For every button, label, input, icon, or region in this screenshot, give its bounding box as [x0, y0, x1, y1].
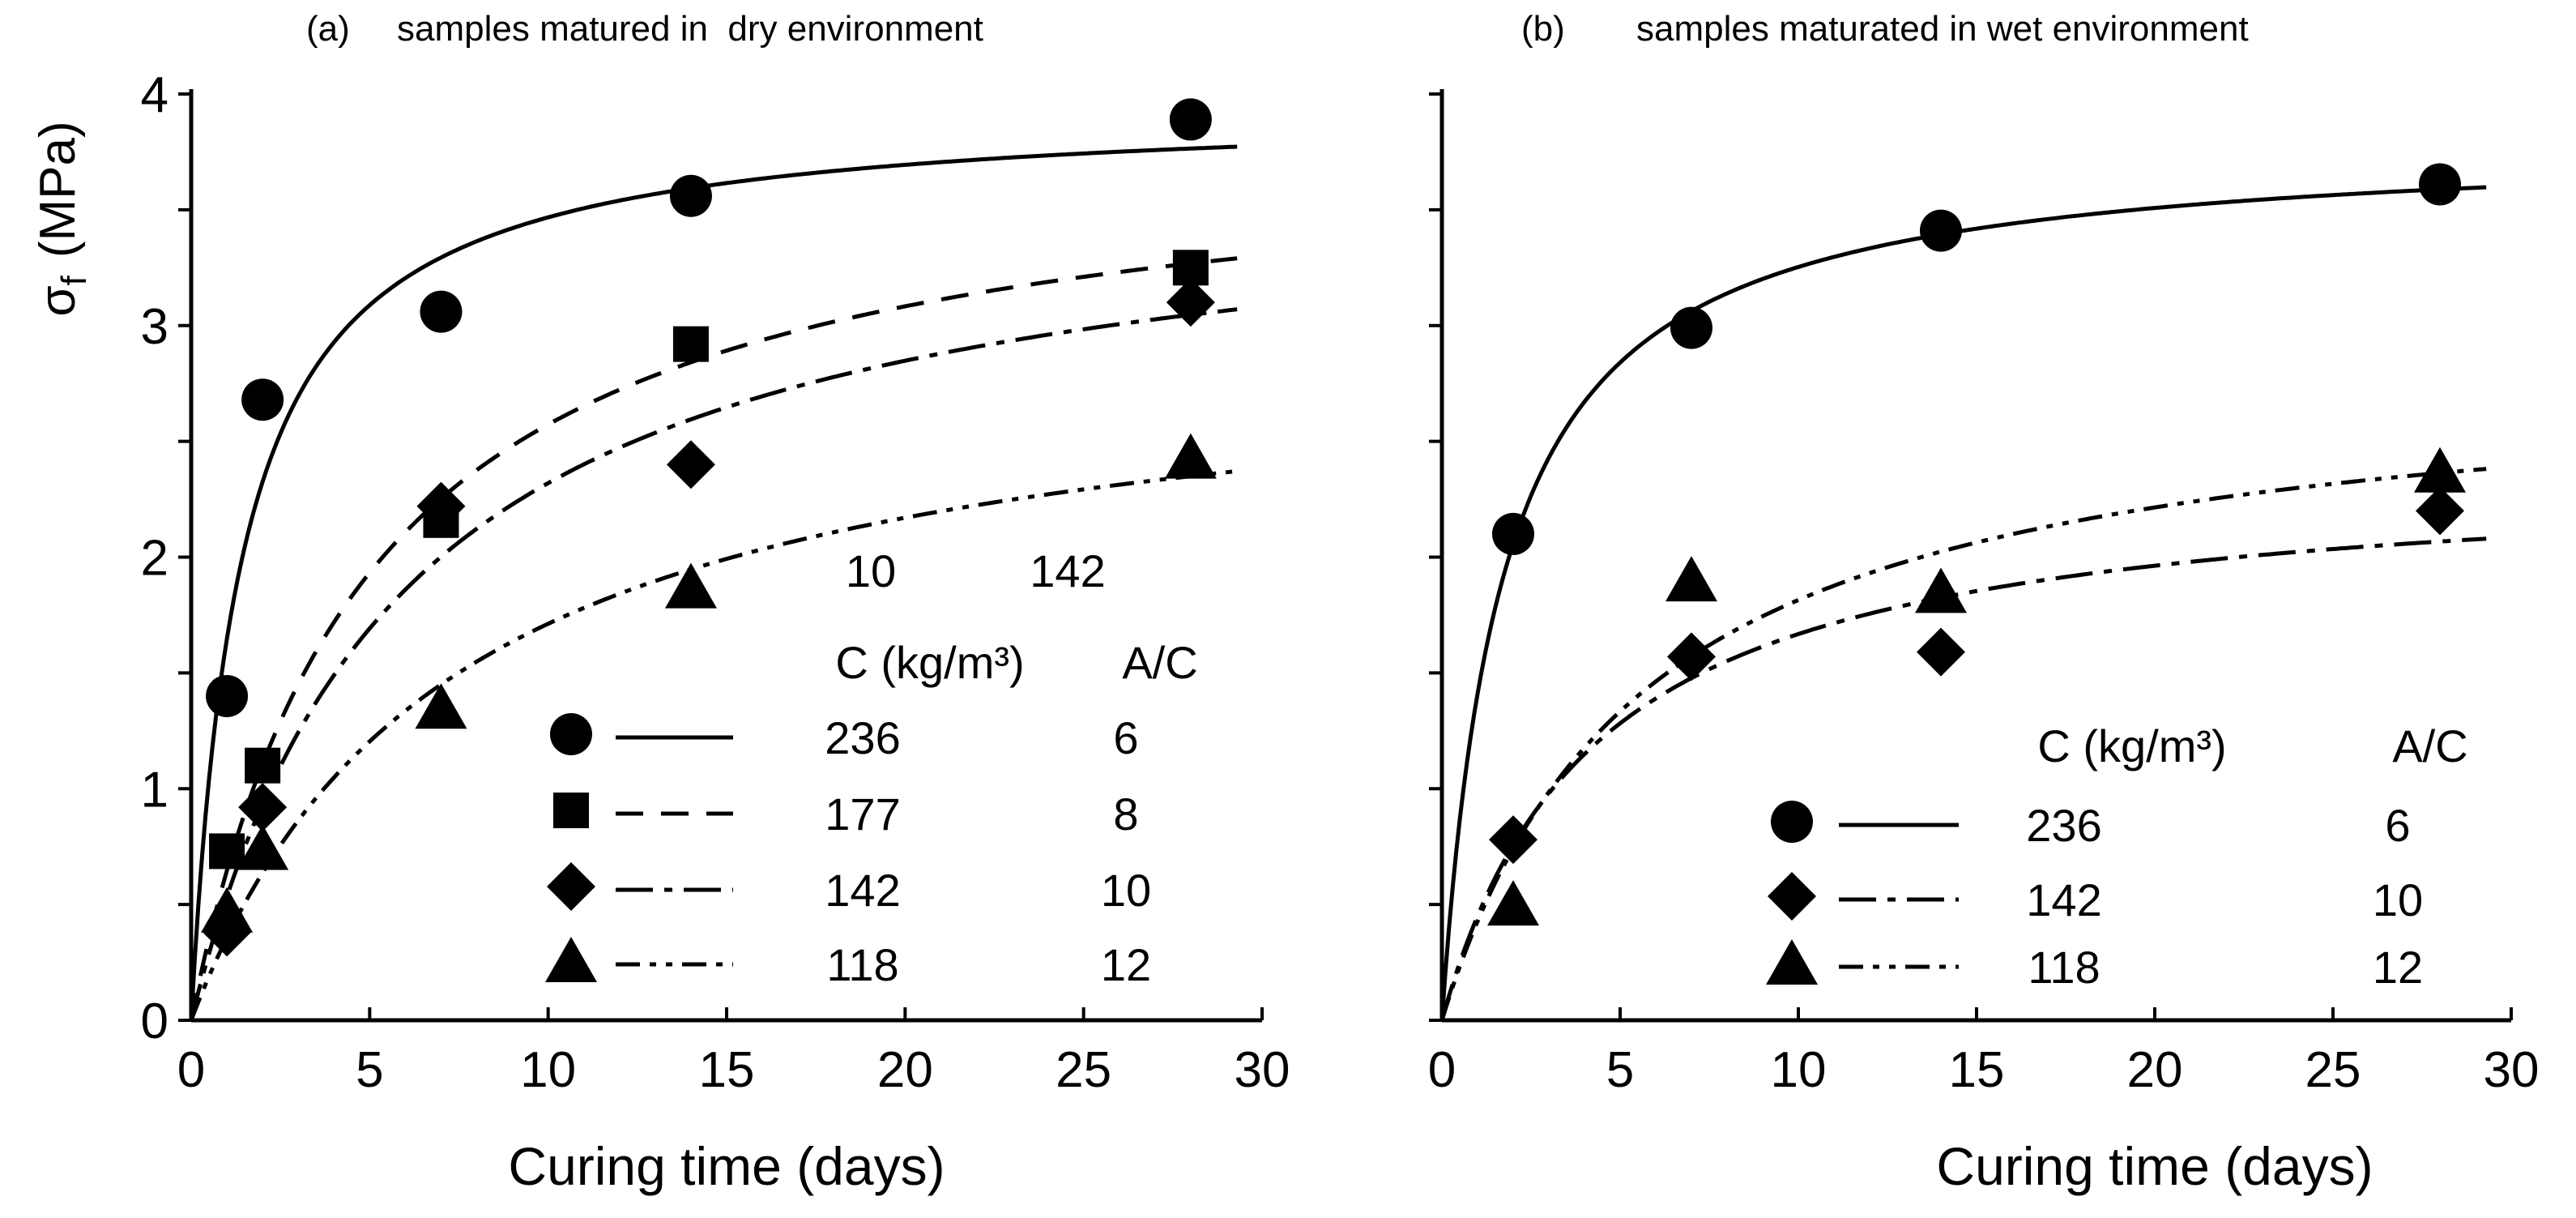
data-point-triangle: [201, 887, 254, 933]
y-label-subscript: f: [54, 275, 94, 285]
legend-ac-value: 12: [2373, 942, 2423, 993]
fit-curve-236: [189, 144, 1238, 1021]
legend-marker-triangle: [545, 937, 597, 982]
legend-marker-diamond: [547, 862, 595, 911]
panel-a-dry: (a) samples matured in dry environment σ…: [30, 9, 1290, 1196]
x-tick-label: 25: [2305, 1042, 2361, 1098]
legend-ac-value: 8: [1113, 788, 1138, 840]
data-point-circle: [1169, 98, 1212, 141]
data-point-diamond: [1166, 278, 1215, 327]
stray-label: 10: [846, 545, 896, 596]
fit-curve-142: [189, 307, 1238, 1021]
data-point-diamond: [2416, 486, 2464, 536]
x-tick-label: 20: [877, 1042, 933, 1098]
data-point-diamond: [1489, 815, 1537, 865]
legend-ac-value: 6: [1113, 712, 1138, 763]
y-tick-label: 4: [141, 67, 168, 123]
fit-curve-236: [1439, 185, 2487, 1021]
legend-ac-value: 6: [2385, 800, 2410, 851]
y-tick-label: 0: [141, 994, 168, 1049]
stray-label: 142: [1030, 545, 1105, 596]
legend-header-c: C (kg/m³): [835, 637, 1024, 688]
panel-b-title: samples maturated in wet environment: [1636, 9, 2249, 49]
y-tick-label: 2: [141, 531, 168, 587]
legend-c-value: 142: [825, 865, 900, 916]
data-point-triangle: [415, 683, 467, 729]
panel-b-x-axis-label: Curing time (days): [1936, 1136, 2373, 1196]
data-point-circle: [241, 378, 284, 421]
x-tick-label: 30: [2484, 1042, 2540, 1098]
data-point-triangle: [1164, 433, 1217, 479]
y-label-sigma: σ: [30, 285, 86, 316]
legend-header-ac: A/C: [2392, 720, 2467, 771]
y-tick-label: 3: [141, 299, 168, 355]
x-tick-label: 0: [1428, 1042, 1456, 1098]
fit-curve-118: [1439, 467, 2487, 1021]
y-label-unit: (MPa): [30, 121, 86, 258]
legend-marker-triangle: [1766, 939, 1818, 985]
legend-marker-circle: [550, 713, 592, 755]
data-point-square: [672, 326, 709, 362]
legend-c-value: 118: [2028, 942, 2100, 993]
legend-ac-value: 10: [2373, 874, 2423, 925]
fit-curve-142: [1439, 536, 2487, 1021]
panel-a-x-axis-label: Curing time (days): [508, 1136, 945, 1196]
data-point-circle: [1492, 512, 1534, 555]
x-tick-label: 0: [177, 1042, 205, 1098]
x-tick-label: 5: [356, 1042, 383, 1098]
legend-ac-value: 12: [1101, 939, 1151, 990]
panel-a-label: (a): [306, 9, 350, 49]
legend-c-value: 142: [2026, 874, 2101, 925]
panel-a-title: samples matured in dry environment: [397, 9, 983, 49]
data-point-triangle: [1915, 567, 1967, 613]
x-tick-label: 15: [699, 1042, 755, 1098]
fit-curve-177: [189, 256, 1238, 1021]
x-tick-label: 10: [1771, 1042, 1827, 1098]
x-tick-label: 15: [1949, 1042, 2005, 1098]
panel-b-label: (b): [1521, 9, 1565, 49]
data-point-circle: [669, 174, 712, 217]
panel-b-wet: (b) samples maturated in wet environment…: [1428, 9, 2540, 1196]
legend-c-value: 118: [826, 939, 898, 990]
data-point-triangle: [664, 562, 717, 609]
legend-c-value: 236: [825, 712, 900, 763]
legend-marker-circle: [1771, 801, 1813, 843]
data-point-diamond: [1917, 627, 1965, 677]
legend-c-value: 177: [825, 788, 900, 840]
legend-marker-square: [553, 793, 589, 828]
data-point-square: [245, 747, 281, 784]
data-point-square: [209, 833, 245, 870]
data-point-triangle: [237, 824, 289, 870]
data-point-triangle: [1487, 880, 1539, 926]
data-point-circle: [206, 674, 249, 717]
fit-curve-118: [189, 468, 1238, 1021]
data-point-diamond: [238, 783, 288, 832]
y-tick-label: 1: [141, 762, 168, 818]
data-point-circle: [1670, 306, 1712, 349]
x-tick-label: 20: [2127, 1042, 2183, 1098]
legend-marker-diamond: [1768, 872, 1816, 921]
legend-header-ac: A/C: [1122, 637, 1197, 688]
x-tick-label: 10: [520, 1042, 576, 1098]
legend-ac-value: 10: [1101, 865, 1151, 916]
legend-header-c: C (kg/m³): [2037, 720, 2226, 771]
data-point-circle: [1920, 209, 1962, 252]
data-point-circle: [420, 290, 463, 333]
data-point-triangle: [2414, 447, 2466, 493]
x-tick-label: 5: [1606, 1042, 1634, 1098]
panel-a-y-axis-label: σf (MPa): [30, 121, 94, 316]
x-tick-label: 25: [1056, 1042, 1111, 1098]
data-point-circle: [2419, 163, 2461, 206]
data-point-diamond: [416, 481, 466, 531]
data-point-diamond: [666, 440, 715, 489]
legend-c-value: 236: [2026, 800, 2101, 851]
x-tick-label: 30: [1235, 1042, 1290, 1098]
data-point-triangle: [1665, 556, 1717, 602]
data-point-diamond: [1667, 632, 1716, 682]
